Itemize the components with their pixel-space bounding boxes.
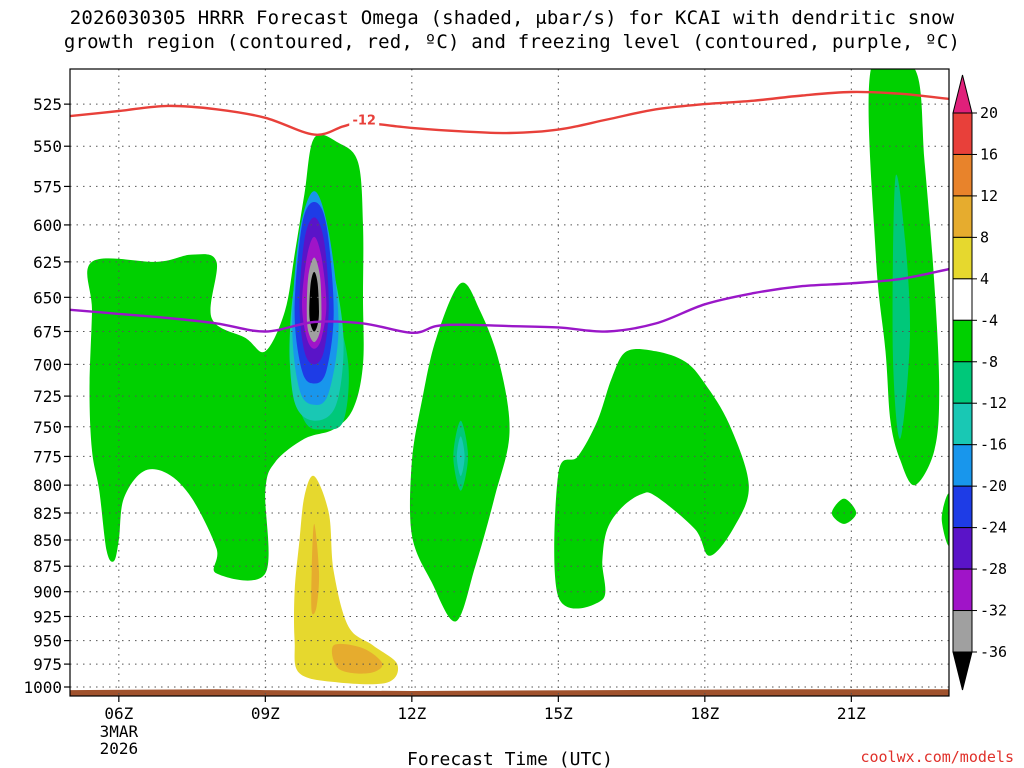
y-tick-label-525: 525 xyxy=(33,95,62,114)
colorbar-segment-8 xyxy=(952,444,973,487)
contour-label-bg-0 xyxy=(349,111,380,128)
x-date-line2: 2026 xyxy=(100,739,139,758)
temperature-contours: -12 xyxy=(70,90,949,335)
omega-region-17 xyxy=(294,475,399,685)
y-tick-label-875: 875 xyxy=(33,557,62,576)
colorbar-segment-1 xyxy=(952,153,973,197)
contour-label-0: -12 xyxy=(352,114,376,129)
y-tick-label-950: 950 xyxy=(33,632,62,651)
colorbar-segment-5 xyxy=(952,319,973,363)
colorbar-segment-10 xyxy=(952,527,973,570)
colorbar-segment-9 xyxy=(952,485,973,529)
x-axis-label: Forecast Time (UTC) xyxy=(407,749,613,768)
omega-region-0 xyxy=(87,134,364,581)
colorbar-label-0: 20 xyxy=(980,104,998,122)
colorbar-label-3: 8 xyxy=(980,228,989,246)
colorbar-label-1: 16 xyxy=(980,145,998,163)
omega-region-16 xyxy=(309,271,319,332)
colorbar-segment-0 xyxy=(952,112,973,155)
colorbar-segment-6 xyxy=(952,361,973,404)
x-tick-label-18Z: 18Z xyxy=(690,704,719,723)
y-tick-label-925: 925 xyxy=(33,607,62,626)
omega-region-4 xyxy=(831,498,857,524)
y-tick-label-750: 750 xyxy=(33,418,62,437)
y-axis: 525 550 575 600 625 650 675 700 725 750 775 800 825 8… xyxy=(23,95,70,697)
omega-region-19 xyxy=(331,643,383,674)
plot-frame xyxy=(69,68,950,697)
y-tick-label-650: 650 xyxy=(33,288,62,307)
colorbar-over-triangle xyxy=(952,74,973,114)
x-tick-label-06Z: 06Z xyxy=(104,704,133,723)
colorbar-label-12: -32 xyxy=(980,602,1007,620)
colorbar-segment-3 xyxy=(952,236,973,280)
colorbar-label-4: 4 xyxy=(980,270,989,288)
omega-region-5 xyxy=(941,493,949,546)
y-tick-label-575: 575 xyxy=(33,177,62,196)
colorbar-label-9: -20 xyxy=(980,477,1007,495)
colorbar-segment-7 xyxy=(952,402,973,446)
y-tick-label-975: 975 xyxy=(33,655,62,674)
omega-shaded-regions xyxy=(87,69,949,685)
colorbar-segment-4 xyxy=(952,278,973,321)
y-tick-label-625: 625 xyxy=(33,253,62,272)
grid-lines xyxy=(70,69,949,696)
y-tick-label-675: 675 xyxy=(33,322,62,341)
colorbar-label-7: -12 xyxy=(980,394,1007,412)
colorbar: 20 16 12 8 4 -4 -8 -12 -16 -20 -24 -28 -32 -36 xyxy=(952,74,1007,691)
terrain-layer xyxy=(70,689,949,696)
y-tick-label-850: 850 xyxy=(33,531,62,550)
y-tick-label-800: 800 xyxy=(33,476,62,495)
colorbar-segment-2 xyxy=(952,195,973,238)
y-tick-label-700: 700 xyxy=(33,355,62,374)
x-tick-label-15Z: 15Z xyxy=(544,704,573,723)
colorbar-label-2: 12 xyxy=(980,187,998,205)
chart-title-line2: growth region (contoured, red, ºC) and f… xyxy=(63,31,961,53)
y-tick-label-900: 900 xyxy=(33,583,62,602)
y-tick-label-550: 550 xyxy=(33,137,62,156)
contour-line-0 xyxy=(70,90,949,136)
contour-line-1 xyxy=(70,267,949,335)
colorbar-label-6: -8 xyxy=(980,353,998,371)
y-tick-label-600: 600 xyxy=(33,216,62,235)
omega-region-8 xyxy=(892,174,911,439)
colorbar-segment-11 xyxy=(952,568,973,612)
chart-title: 2026030305 HRRR Forecast Omega (shaded, … xyxy=(0,6,1024,54)
colorbar-label-11: -28 xyxy=(980,560,1007,578)
colorbar-label-13: -36 xyxy=(980,643,1007,661)
colorbar-under-triangle xyxy=(952,651,973,691)
colorbar-label-10: -24 xyxy=(980,519,1007,537)
x-tick-label-09Z: 09Z xyxy=(251,704,280,723)
colorbar-segment-12 xyxy=(952,610,973,653)
omega-region-2 xyxy=(554,348,749,609)
y-tick-label-825: 825 xyxy=(33,504,62,523)
x-date-line1: 3MAR xyxy=(100,722,139,741)
y-tick-label-1000: 1000 xyxy=(23,678,62,697)
y-tick-label-775: 775 xyxy=(33,447,62,466)
credit-link[interactable]: coolwx.com/models xyxy=(860,748,1014,766)
x-tick-label-12Z: 12Z xyxy=(397,704,426,723)
colorbar-label-8: -16 xyxy=(980,436,1007,454)
colorbar-label-5: -4 xyxy=(980,311,998,329)
y-tick-label-725: 725 xyxy=(33,387,62,406)
chart-title-line1: 2026030305 HRRR Forecast Omega (shaded, … xyxy=(69,7,955,29)
terrain-ground xyxy=(70,689,949,696)
x-tick-label-21Z: 21Z xyxy=(837,704,866,723)
